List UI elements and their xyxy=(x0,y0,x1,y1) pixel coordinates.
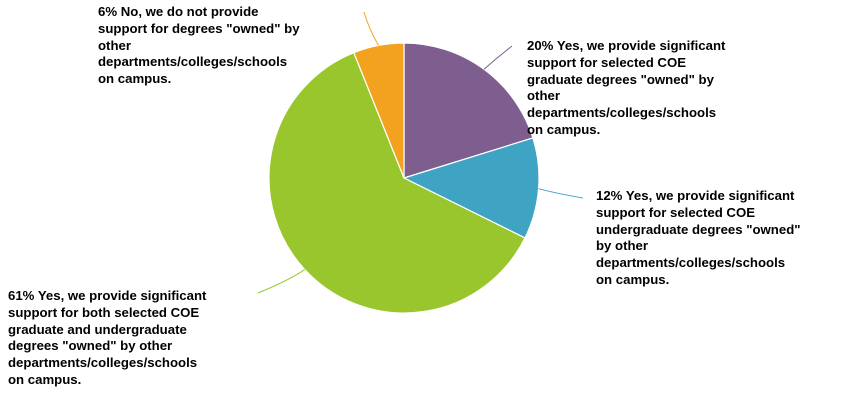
slice-percent: 12% xyxy=(596,188,623,203)
slice-percent: 61% xyxy=(8,288,35,303)
pie-slices xyxy=(268,42,540,314)
leader-line xyxy=(257,269,306,294)
slice-text: Yes, we provide significant support for … xyxy=(527,38,726,137)
slice-yes-undergraduate xyxy=(402,137,540,239)
slice-label-yes-both: 61% Yes, we provide significant support … xyxy=(8,288,206,389)
slice-percent: 6% xyxy=(98,4,118,19)
slice-text: Yes, we provide significant support for … xyxy=(8,288,207,387)
leader-line xyxy=(538,188,584,199)
leader-line xyxy=(483,45,513,70)
slice-text: Yes, we provide significant support for … xyxy=(596,188,801,287)
slice-label-yes-undergraduate: 12% Yes, we provide significant support … xyxy=(596,188,801,289)
slice-text: No, we do not provide support for degree… xyxy=(98,4,300,87)
leader-lines xyxy=(257,11,584,294)
slice-label-no: 6% No, we do not provide support for deg… xyxy=(98,4,300,88)
slice-no xyxy=(353,42,405,179)
slice-label-yes-graduate: 20% Yes, we provide significant support … xyxy=(527,38,725,139)
slice-yes-both xyxy=(268,51,526,314)
leader-line xyxy=(363,11,379,46)
slice-percent: 20% xyxy=(527,38,554,53)
